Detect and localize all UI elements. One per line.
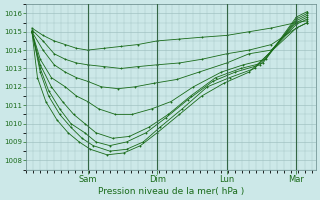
X-axis label: Pression niveau de la mer( hPa ): Pression niveau de la mer( hPa )	[98, 187, 244, 196]
